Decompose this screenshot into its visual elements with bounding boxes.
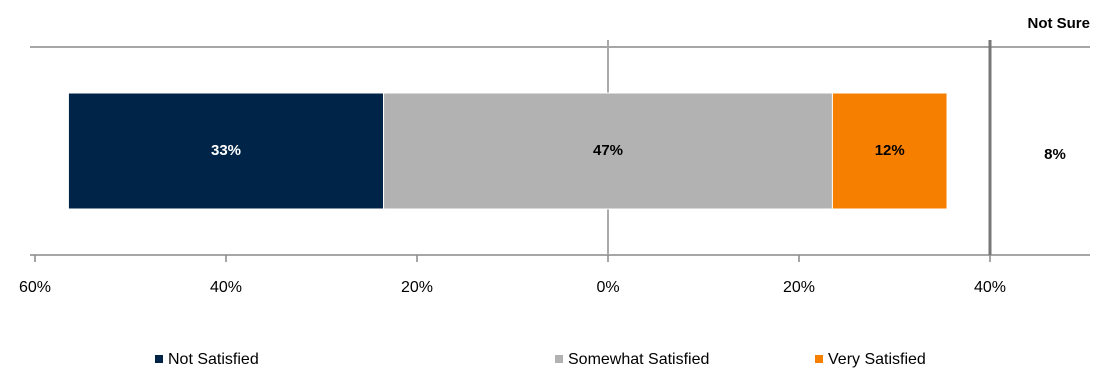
x-tick-label: 0%: [596, 279, 619, 296]
legend-swatch: [555, 355, 563, 363]
bar-segment: [831, 92, 948, 210]
legend-label: Very Satisfied: [828, 351, 926, 368]
x-tick-label: 60%: [19, 279, 51, 296]
not-sure-value: 8%: [1044, 146, 1066, 163]
legend-label: Somewhat Satisfied: [568, 351, 709, 368]
x-tick-label: 20%: [401, 279, 433, 296]
value-label: 33%: [211, 142, 241, 159]
x-tick-label: 40%: [210, 279, 242, 296]
value-label: 47%: [593, 142, 623, 159]
bar-segment: [67, 92, 385, 210]
x-tick-label: 20%: [783, 279, 815, 296]
legend-label: Not Satisfied: [168, 351, 259, 368]
value-label: 12%: [875, 142, 905, 159]
bar-segment: [383, 92, 833, 210]
legend-swatch: [815, 355, 823, 363]
not-sure-header: Not Sure: [1027, 15, 1090, 32]
x-tick-label: 40%: [974, 279, 1006, 296]
legend-swatch: [155, 355, 163, 363]
